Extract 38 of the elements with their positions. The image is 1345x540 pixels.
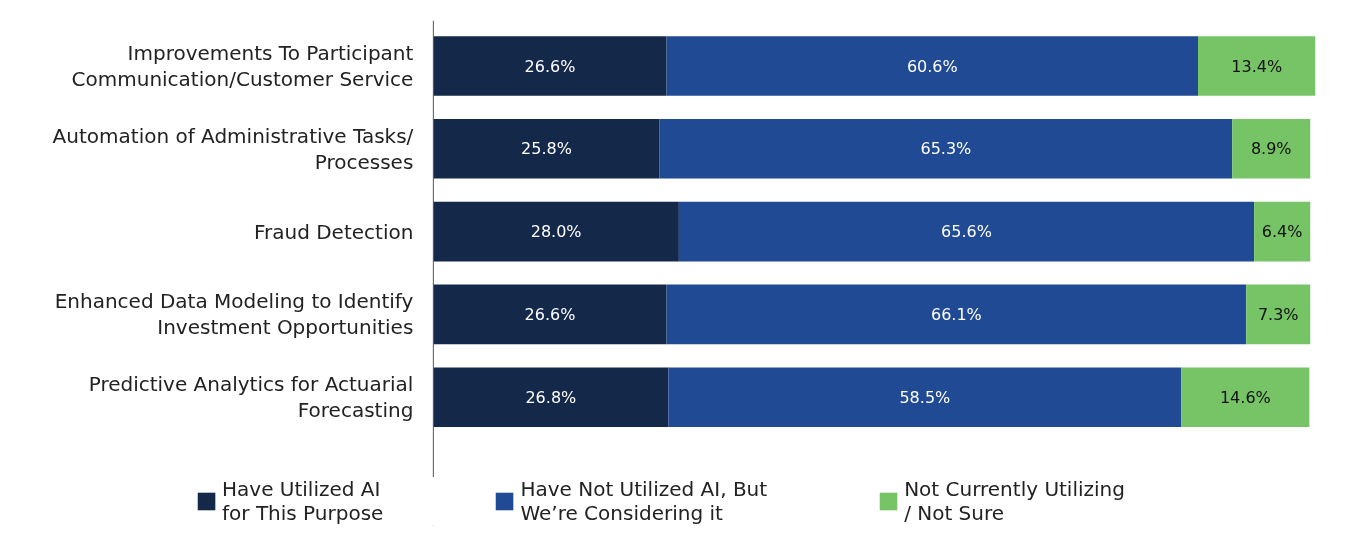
legend-label: Have Not Utilized AI, But We’re Considering it: [520, 477, 768, 525]
bar: [678, 201, 1255, 262]
bar: [433, 201, 679, 262]
data-label: 28.0%: [530, 222, 582, 242]
bar: [433, 284, 667, 345]
legend-label: Have Utilized AI for This Purpose: [222, 477, 384, 525]
bar: [666, 284, 1247, 345]
data-label: 6.4%: [1261, 222, 1303, 242]
bar: [433, 119, 660, 179]
data-label: 65.3%: [920, 139, 972, 159]
data-label: 26.6%: [524, 304, 576, 324]
data-label: 13.4%: [1231, 56, 1283, 76]
data-label: 26.6%: [524, 56, 576, 76]
legend-label: Not Currently Utilizing / Not Sure: [904, 477, 1125, 525]
y-tick-label: Predictive Analytics for Actuarial Forecasting: [88, 372, 414, 423]
bar: [1198, 36, 1316, 96]
data-label: 25.8%: [521, 139, 572, 159]
data-label: 8.9%: [1250, 139, 1292, 159]
bar: [1246, 284, 1311, 345]
y-tick-label: Automation of Administrative Tasks/ Processes: [52, 123, 414, 174]
bar: [659, 119, 1233, 179]
bar: [1232, 119, 1311, 179]
bar: [666, 36, 1198, 96]
bar: [433, 36, 667, 96]
data-label: 58.5%: [899, 387, 951, 407]
data-label: 26.8%: [525, 387, 577, 407]
bar: [1181, 367, 1310, 427]
y-tick-label: Fraud Detection: [253, 219, 414, 244]
data-label: 65.6%: [941, 222, 992, 242]
y-tick-label: Enhanced Data Modeling to Identify Investment Opportunities: [54, 289, 414, 340]
data-label: 14.6%: [1219, 387, 1271, 407]
data-label: 66.1%: [931, 304, 982, 324]
data-label: 60.6%: [906, 56, 958, 76]
y-tick-label: Improvements To Participant Communication/Customer Service: [71, 41, 414, 92]
bar: [1254, 201, 1311, 262]
bar: [433, 367, 669, 427]
bar: [668, 367, 1182, 427]
data-label: 7.3%: [1257, 304, 1299, 324]
